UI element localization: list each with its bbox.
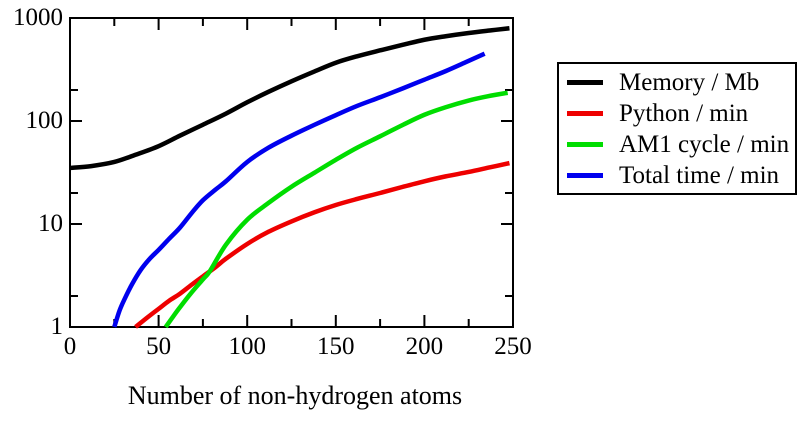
x-tick-label: 150 [317,333,355,360]
legend-label-total-time: Total time / min [619,161,780,189]
curve-am1-cycle-min [163,90,509,329]
y-tick-label: 100 [25,107,64,134]
y-tick-label: 10 [38,210,63,237]
curve-total-time-min [112,51,486,328]
legend-item-memory: Memory / Mb [559,67,795,98]
legend-swatch-am1-cycle [567,142,603,147]
x-axis-title: Number of non-hydrogen atoms [127,381,463,410]
legend: Memory / Mb Python / min AM1 cycle / min… [557,62,797,195]
legend-label-am1-cycle: AM1 cycle / min [619,130,790,158]
x-tick-label: 50 [146,333,172,360]
y-tick-label: 1 [50,313,64,340]
legend-swatch-total-time [567,173,603,178]
legend-swatch-python [567,111,603,116]
x-tick-label: 100 [228,333,266,360]
legend-item-am1-cycle: AM1 cycle / min [559,129,795,160]
legend-swatch-memory [567,80,603,85]
x-tick-label: 0 [63,333,77,360]
plot-frame [69,17,514,328]
legend-item-total-time: Total time / min [559,160,795,191]
curve-memory-mb [69,26,510,171]
x-tick-label: 200 [405,333,444,360]
legend-item-python: Python / min [559,98,795,129]
legend-label-python: Python / min [619,99,749,127]
x-tick-label: 250 [494,333,532,360]
y-tick-label: 1000 [13,4,63,31]
legend-label-memory: Memory / Mb [619,68,760,96]
curve-python-min [134,160,510,329]
